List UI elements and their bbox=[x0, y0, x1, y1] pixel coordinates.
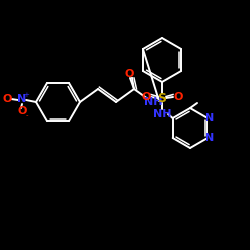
Text: O: O bbox=[173, 92, 183, 102]
Text: N: N bbox=[18, 94, 26, 104]
Text: O: O bbox=[2, 94, 12, 104]
Text: -: - bbox=[26, 112, 28, 118]
Text: NH: NH bbox=[144, 97, 162, 107]
Text: N: N bbox=[205, 133, 214, 143]
Text: N: N bbox=[205, 113, 214, 123]
Text: O: O bbox=[141, 92, 151, 102]
Text: O: O bbox=[17, 106, 27, 116]
Text: S: S bbox=[158, 92, 166, 104]
Text: NH: NH bbox=[153, 109, 171, 119]
Text: +: + bbox=[23, 92, 29, 98]
Text: O: O bbox=[124, 69, 134, 79]
